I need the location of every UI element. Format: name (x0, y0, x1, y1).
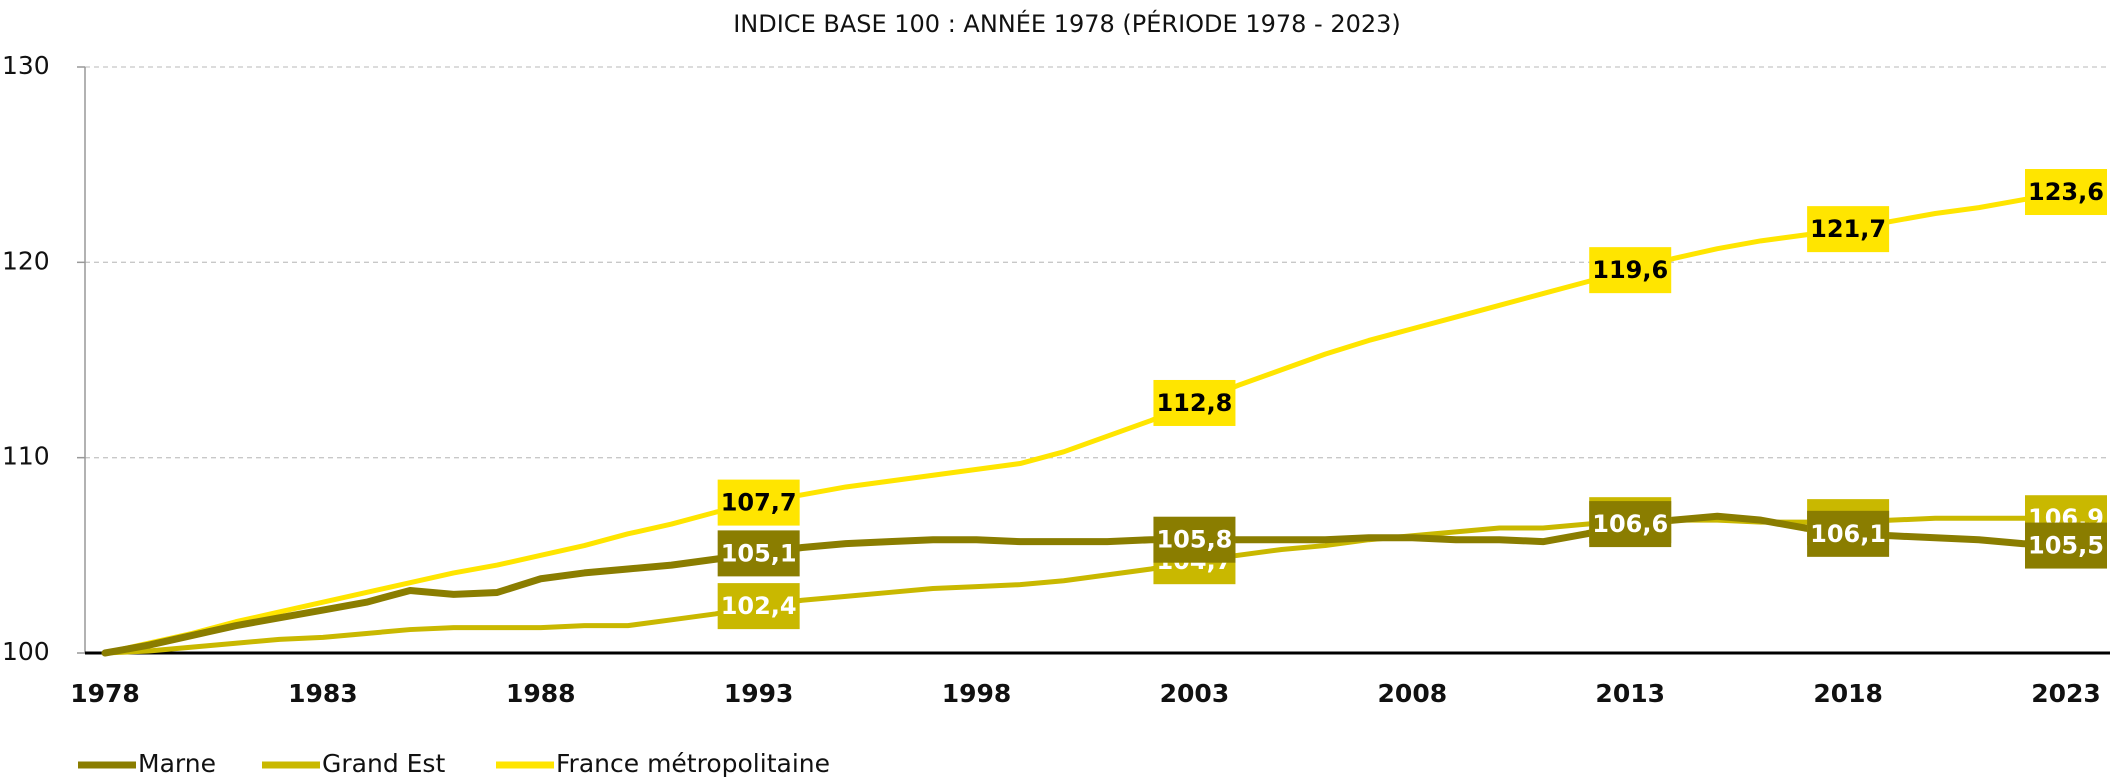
data-label-box (717, 530, 800, 577)
data-label: 105,5 (2028, 532, 2104, 560)
data-label: 121,7 (1810, 215, 1886, 243)
data-label-box (2025, 169, 2107, 216)
data-label-box (1807, 206, 1890, 253)
data-label: 112,8 (1156, 389, 1232, 417)
x-tick-label: 2023 (2031, 679, 2101, 708)
legend-label: Marne (138, 749, 216, 778)
x-tick-label: 2008 (1378, 679, 1448, 708)
x-tick-label: 2013 (1595, 679, 1665, 708)
x-tick-label: 2003 (1160, 679, 1230, 708)
data-label-box (1589, 501, 1672, 548)
legend-label: Grand Est (322, 749, 445, 778)
legend-label: France métropolitaine (556, 749, 830, 778)
series-line (101, 512, 2070, 657)
x-tick-label: 1983 (288, 679, 358, 708)
data-label-box (1589, 247, 1672, 294)
data-label: 123,6 (2028, 178, 2104, 206)
data-label: 119,6 (1592, 256, 1668, 284)
y-tick-label: 100 (2, 637, 50, 666)
y-tick-label: 110 (2, 442, 50, 471)
x-tick-label: 2018 (1813, 679, 1883, 708)
data-label-box (1153, 516, 1236, 563)
data-label-box (717, 479, 800, 526)
chart-title: INDICE BASE 100 : ANNÉE 1978 (PÉRIODE 19… (733, 9, 1401, 38)
data-label: 105,1 (721, 539, 797, 567)
series-line (102, 189, 2069, 656)
data-label: 107,7 (721, 489, 797, 517)
data-label-box (1153, 379, 1236, 426)
data-label: 106,6 (1592, 510, 1668, 538)
x-tick-label: 1978 (70, 679, 140, 708)
x-tick-label: 1993 (724, 679, 794, 708)
data-label: 105,8 (1156, 526, 1232, 554)
x-tick-label: 1998 (942, 679, 1012, 708)
data-label: 102,4 (721, 592, 797, 620)
data-label-box (717, 583, 800, 630)
y-tick-label: 130 (2, 51, 50, 80)
data-label-box (1807, 510, 1890, 557)
data-label-box (2025, 522, 2107, 569)
data-label: 106,1 (1810, 520, 1886, 548)
y-tick-label: 120 (2, 246, 50, 275)
x-tick-label: 1988 (506, 679, 576, 708)
